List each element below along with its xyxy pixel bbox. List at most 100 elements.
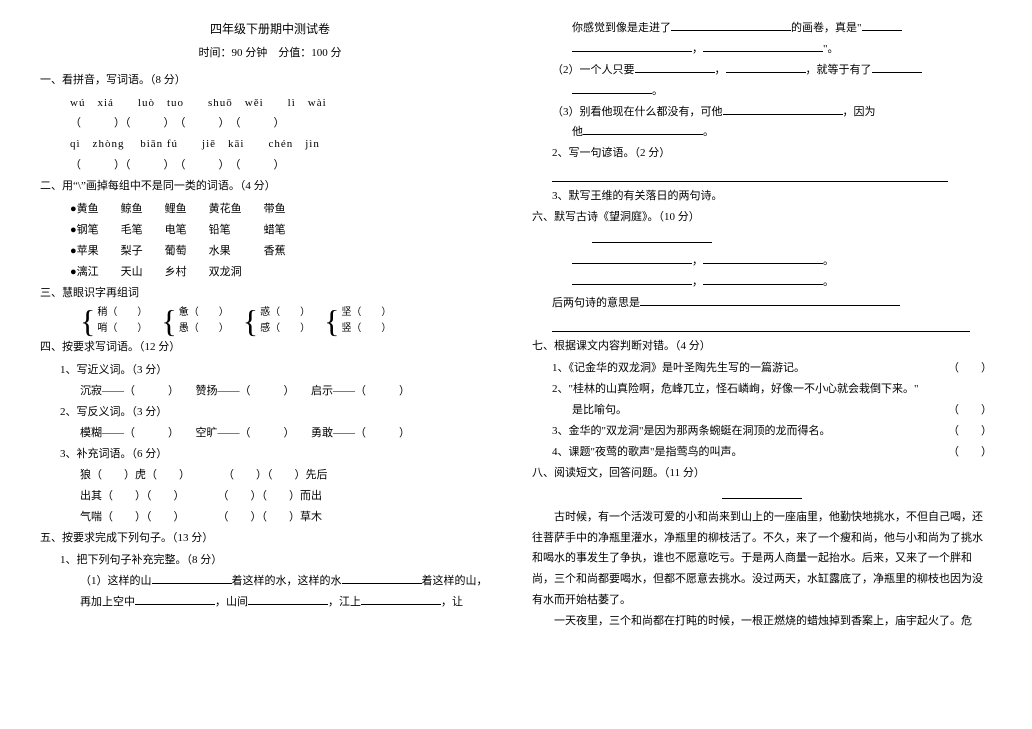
blank [671, 19, 791, 31]
doc-title: 四年级下册期中测试卷 [40, 18, 500, 41]
q4-s3c: 气喘（ ）（ ） （ ）（ ）草木 [40, 507, 500, 528]
blank [726, 61, 806, 73]
q4-s3: 3、补充词语。（6 分） [40, 444, 500, 465]
brace-icon: { [161, 305, 176, 337]
r1-line1: 你感觉到像是走进了 的画卷，真是" [532, 18, 992, 39]
r3a: （3）别看他现在什么都没有，可他 [552, 106, 723, 118]
q4-s2-line: 模糊——（ ） 空旷——（ ） 勇敢——（ ） [40, 423, 500, 444]
blank [703, 252, 823, 264]
q8-heading: 八、阅读短文，回答问题。（11 分） [532, 463, 992, 484]
blank [135, 593, 215, 605]
q4-heading: 四、按要求写词语。（12 分） [40, 337, 500, 358]
brace-icon: { [243, 305, 258, 337]
blank [572, 252, 692, 264]
r5: 3、默写王维的有关落日的两句诗。 [532, 186, 992, 207]
q2-heading: 二、用“\”画掉每组中不是同一类的词语。（4 分） [40, 176, 500, 197]
blank [592, 231, 712, 243]
blank-line [552, 168, 948, 182]
blank [572, 40, 692, 52]
q7-i1: 1、《记金华的双龙洞》是叶圣陶先生写的一篇游记。（ ） [532, 358, 992, 379]
r1a: 你感觉到像是走进了 [572, 22, 671, 34]
q5-s1-2: 再加上空中 ，山间 ，江上 ，让 [40, 592, 500, 613]
r2-line2: 。 [532, 81, 992, 102]
q7-i2b-text: 是比喻句。 [572, 404, 627, 416]
q5-s1-1: （1）这样的山着这样的水，这样的水着这样的山， [40, 571, 500, 592]
left-column: 四年级下册期中测试卷 时间：90 分钟 分值：100 分 一、看拼音，写词语。（… [24, 18, 516, 711]
q3-brace-row: { 稍（ ） 哨（ ） { 惫（ ） 愚（ ） { 惑（ ） 感（ ） { 坚（ [40, 305, 500, 337]
q6-last-text: 后两句诗的意思是 [552, 297, 640, 309]
q3-group-3: { 惑（ ） 感（ ） [243, 305, 310, 337]
q6-comma-1: ， [692, 255, 703, 267]
blank-line [552, 318, 970, 332]
q5-s1-2c: ，江上 [328, 596, 361, 608]
q4-s3a: 狼（ ）虎（ ） （ ）（ ）先后 [40, 465, 500, 486]
q3-group-1: { 稍（ ） 哨（ ） [80, 305, 147, 337]
blank [635, 61, 715, 73]
brace-icon: { [324, 305, 339, 337]
q3-g4b: 竖（ ） [341, 321, 391, 337]
blank [361, 593, 441, 605]
blank [583, 123, 703, 135]
q3-g1b: 哨（ ） [97, 321, 147, 337]
q1-heading: 一、看拼音，写词语。（8 分） [40, 70, 500, 91]
q7-i3-text: 3、金华的"双龙洞"是因为那两条蜿蜓在洞顶的龙而得名。 [552, 425, 830, 437]
q5-s1-2a: 再加上空中 [80, 596, 135, 608]
r2c: ，就等于有了 [806, 64, 872, 76]
blank [723, 103, 843, 115]
q5-s1-1c: 着这样的山， [422, 575, 488, 587]
blank [248, 593, 328, 605]
q4-s1-line: 沉寂——（ ） 赞扬——（ ） 启示——（ ） [40, 381, 500, 402]
q5-s1-2b: ，山间 [215, 596, 248, 608]
q6-heading: 六、默写古诗《望洞庭》。（10 分） [532, 207, 992, 228]
r3d: 。 [703, 126, 714, 138]
q5-s1: 1、把下列句子补充完整。（8 分） [40, 550, 500, 571]
blank [572, 273, 692, 285]
q8-title-blank [532, 486, 992, 507]
q1-pinyin-1: wú xiá luò tuo shuō wěi lì wài [40, 93, 500, 114]
q8-p2: 一天夜里，三个和尚都在打盹的时候，一根正燃烧的蜡烛掉到香案上，庙宇起火了。危 [532, 611, 992, 632]
blank [862, 19, 902, 31]
r2a: （2）一个人只要 [552, 64, 635, 76]
r4: 2、写一句谚语。（2 分） [532, 143, 992, 164]
q6-line3: ，。 [532, 272, 992, 293]
q1-paren-2: （ ）（ ） （ ） （ ） [40, 155, 500, 176]
q5-s1-2d: ，让 [441, 596, 463, 608]
r2b: ， [715, 64, 726, 76]
blank [640, 294, 900, 306]
q5-s1-1b: 着这样的水，这样的水 [232, 575, 342, 587]
blank [722, 487, 802, 499]
blank [703, 40, 823, 52]
blank [152, 572, 232, 584]
q2-line-1: ●黄鱼 鲸鱼 鲤鱼 黄花鱼 带鱼 [40, 199, 500, 220]
blank [703, 273, 823, 285]
blank [572, 82, 652, 94]
q3-group-2: { 惫（ ） 愚（ ） [161, 305, 228, 337]
q7-i4: 4、课题"夜莺的歌声"是指莺鸟的叫声。（ ） [532, 442, 992, 463]
brace-icon: { [80, 305, 95, 337]
doc-subtitle: 时间：90 分钟 分值：100 分 [40, 43, 500, 64]
judge-paren: （ ） [948, 358, 992, 379]
r3c: 他 [572, 126, 583, 138]
right-column: 你感觉到像是走进了 的画卷，真是" ，"。 （2）一个人只要 ， ，就等于有了 。 （… [516, 18, 1008, 711]
r1-line2: ，"。 [532, 39, 992, 60]
q4-s2: 2、写反义词。（3 分） [40, 402, 500, 423]
q6-comma-2: ， [692, 276, 703, 288]
r2-line1: （2）一个人只要 ， ，就等于有了 [532, 60, 992, 81]
q3-g1a: 稍（ ） [97, 305, 147, 321]
q2-line-4: ●漓江 天山 乡村 双龙洞 [40, 262, 500, 283]
q8-p1: 古时候，有一个活泼可爱的小和尚来到山上的一座庙里，他勤快地挑水，不但自己喝，还往… [532, 507, 992, 611]
q7-i4-text: 4、课题"夜莺的歌声"是指莺鸟的叫声。 [552, 446, 742, 458]
r1b: 的画卷，真是" [791, 22, 862, 34]
q4-s1: 1、写近义词。（3 分） [40, 360, 500, 381]
q3-g3a: 惑（ ） [260, 305, 310, 321]
blank [872, 61, 922, 73]
q2-line-3: ●苹果 梨子 葡萄 水果 香蕉 [40, 241, 500, 262]
q3-g4a: 坚（ ） [341, 305, 391, 321]
q1-paren-1: （ ）（ ） （ ） （ ） [40, 113, 500, 134]
r3-line2: 他。 [532, 122, 992, 143]
q1-pinyin-2: qì zhòng biān fú jiē kāi chén jìn [40, 134, 500, 155]
q3-heading: 三、慧眼识字再组词 [40, 283, 500, 304]
q7-i3: 3、金华的"双龙洞"是因为那两条蜿蜓在洞顶的龙而得名。（ ） [532, 421, 992, 442]
q7-i2: 2、"桂林的山真险啊，危峰兀立，怪石嶙峋，好像一不小心就会栽倒下来。" [532, 379, 992, 400]
q3-group-4: { 坚（ ） 竖（ ） [324, 305, 391, 337]
